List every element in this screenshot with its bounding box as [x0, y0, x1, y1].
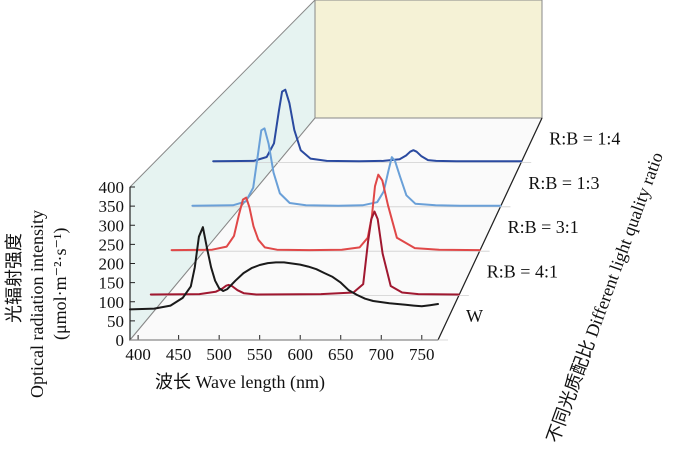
y-axis-unit: (μmol·m⁻²·s⁻¹)	[50, 228, 71, 340]
series-label-1: R:B = 4:1	[487, 262, 558, 282]
series-line-3	[191, 127, 502, 207]
y-tick-label: 50	[107, 312, 124, 331]
back-wall	[314, 0, 543, 119]
series-label-3: R:B = 1:3	[528, 173, 599, 193]
x-tick-label: 500	[206, 345, 232, 364]
y-tick-label: 150	[99, 274, 125, 293]
x-tick-label: 450	[166, 345, 192, 364]
series-label-0: W	[466, 306, 483, 326]
x-tick-label: 650	[328, 345, 354, 364]
x-tick-label: 750	[409, 345, 435, 364]
series-label-2: R:B = 3:1	[508, 217, 579, 237]
x-ticks: 400 450 500 550 600 650 700 750	[125, 335, 435, 364]
y-tick-label: 400	[99, 178, 125, 197]
series-line-1	[149, 210, 460, 296]
y-axis-title-cn: 光辐射强度	[4, 233, 24, 323]
depth-axis-title: 不同光质配比 Different light quality ratio	[543, 149, 667, 445]
y-tick-label: 250	[99, 235, 125, 254]
series-line-2	[170, 173, 481, 252]
x-axis-title: 波长 Wave length (nm)	[155, 372, 325, 393]
x-tick-label: 600	[287, 345, 313, 364]
x-tick-label: 400	[125, 345, 151, 364]
depth-axis-line	[437, 117, 543, 341]
series-line-4	[212, 88, 523, 163]
y-tick-label: 300	[99, 216, 125, 235]
y-axis-title-en: Optical radiation intensity	[27, 210, 47, 398]
x-tick-label: 550	[247, 345, 273, 364]
x-tick-label: 700	[369, 345, 395, 364]
series-label-4: R:B = 1:4	[549, 128, 620, 148]
series-labels: R:B = 1:4 R:B = 1:3 R:B = 3:1 R:B = 4:1 W	[466, 128, 620, 326]
series-group	[129, 88, 532, 341]
series-line-0	[129, 226, 439, 311]
y-tick-label: 350	[99, 197, 125, 216]
y-tick-label: 100	[99, 293, 125, 312]
y-tick-label: 200	[99, 255, 125, 274]
y-tick-label: 0	[116, 331, 125, 350]
